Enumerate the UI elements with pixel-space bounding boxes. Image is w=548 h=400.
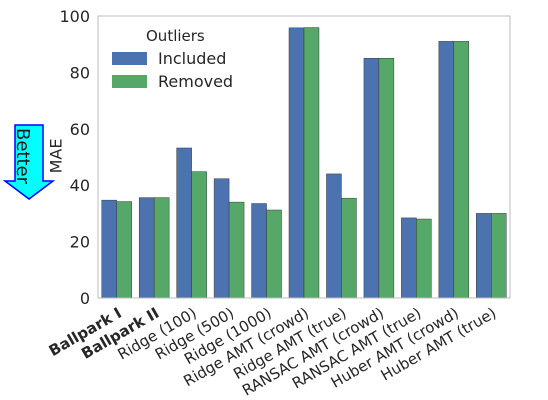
legend-swatch-included — [112, 52, 147, 65]
legend-label-included: Included — [158, 49, 226, 68]
bar-included-5 — [288, 27, 305, 299]
bar-removed-5 — [303, 27, 320, 299]
bar-included-10 — [476, 213, 492, 299]
bar-removed-4 — [266, 209, 282, 299]
bar-removed-2 — [191, 171, 207, 299]
legend-label-removed: Removed — [158, 72, 233, 91]
bar-removed-1 — [153, 197, 170, 299]
bar-removed-6 — [341, 197, 357, 299]
bar-removed-3 — [228, 201, 245, 299]
y-tick-label: 40 — [70, 176, 90, 195]
y-axis-ticks: 0 20 40 60 80 100 — [59, 7, 90, 308]
legend-title: Outliers — [146, 27, 205, 45]
legend-swatch-removed — [112, 75, 147, 88]
legend: Outliers Included Removed — [112, 27, 233, 91]
bar-included-3 — [213, 178, 230, 299]
bar-removed-8 — [416, 218, 432, 299]
y-tick-label: 80 — [70, 63, 90, 82]
y-axis-label: MAE — [47, 139, 66, 174]
y-tick-label: 100 — [59, 7, 90, 26]
bar-removed-9 — [453, 41, 470, 299]
bar-included-1 — [138, 197, 155, 299]
bar-included-7 — [363, 58, 380, 299]
bar-included-9 — [438, 41, 455, 299]
bar-included-4 — [251, 203, 267, 299]
y-tick-label: 60 — [70, 120, 90, 139]
bar-included-8 — [401, 217, 417, 299]
plot-frame — [97, 15, 511, 299]
bar-removed-7 — [378, 58, 395, 299]
y-tick-label: 20 — [70, 233, 90, 252]
bar-included-2 — [176, 147, 192, 299]
bar-included-6 — [326, 173, 342, 299]
y-tick-label: 0 — [80, 289, 90, 308]
bar-removed-10 — [491, 213, 507, 299]
better-label: Better — [12, 128, 33, 185]
better-annotation: Better — [2, 124, 56, 200]
bar-removed-0 — [116, 201, 132, 299]
better-arrow-icon — [2, 124, 56, 200]
plot-area — [101, 27, 507, 299]
bar-included-0 — [101, 199, 117, 299]
